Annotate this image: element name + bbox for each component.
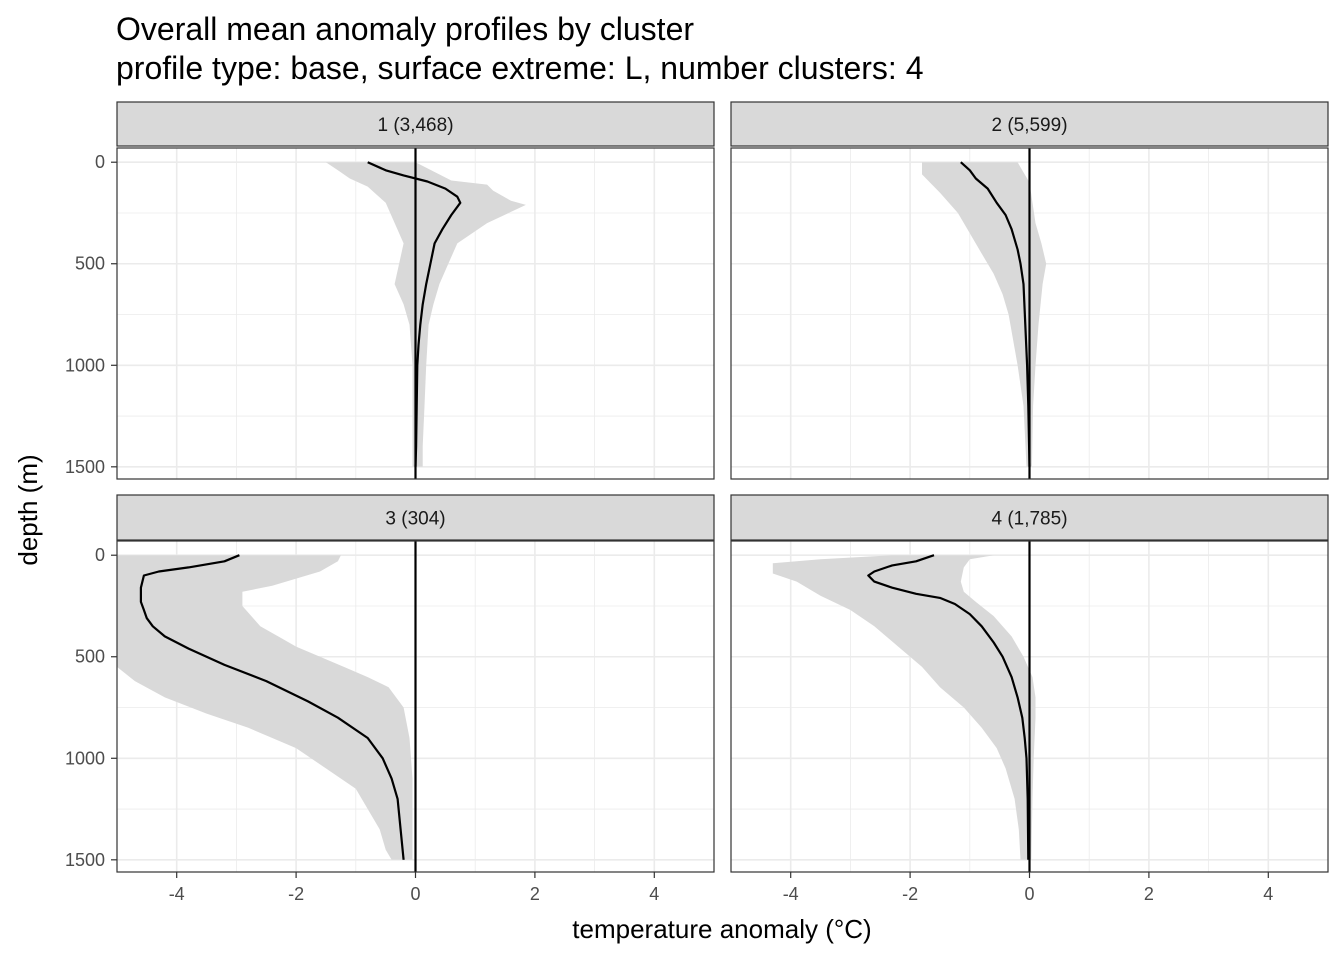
spread-ribbon-4 — [772, 555, 1036, 860]
facet-label-1: 1 (3,468) — [377, 115, 453, 136]
y-tick-label: 500 — [75, 647, 105, 667]
y-tick-label: 1500 — [65, 850, 105, 870]
x-tick-label: 4 — [649, 884, 659, 904]
x-tick-label: -4 — [783, 884, 799, 904]
mean-profile-line-2 — [960, 161, 1031, 467]
spread-ribbon-3 — [117, 555, 413, 860]
x-tick-label: 0 — [410, 884, 420, 904]
facet-panel-2: 2 (5,599) — [730, 101, 1329, 480]
y-tick-label: 1000 — [65, 355, 105, 375]
x-tick-label: 2 — [530, 884, 540, 904]
mean-profile-line-4 — [867, 554, 1030, 860]
facet-label-4: 4 (1,785) — [991, 509, 1067, 530]
x-tick-label: -2 — [902, 884, 918, 904]
facet-panel-4: 4 (1,785) -4 -2 0 2 4 — [730, 494, 1329, 904]
x-tick-label: 4 — [1263, 884, 1273, 904]
x-tick-label: -4 — [169, 884, 185, 904]
y-tick-label: 500 — [75, 254, 105, 274]
y-tick-label: 1500 — [65, 457, 105, 477]
panel-data-4 — [772, 541, 1036, 872]
facet-strip-3 — [116, 494, 715, 541]
x-tick-label: 0 — [1024, 884, 1034, 904]
spread-ribbon-1 — [325, 162, 526, 467]
x-tick-label: -2 — [288, 884, 304, 904]
panel-data-1 — [325, 148, 526, 479]
facet-strip-4 — [730, 494, 1329, 541]
panel-data-2 — [922, 148, 1047, 479]
y-tick-label: 0 — [95, 152, 105, 172]
facet-panels: 1 (3,468) 0 500 1000 1500 2 (5,599) 3 (304) 0 50… — [65, 101, 1329, 904]
panel-border-2 — [730, 147, 1329, 480]
y-tick-label: 0 — [95, 545, 105, 565]
panel-border-1 — [116, 147, 715, 480]
y-tick-label: 1000 — [65, 748, 105, 768]
mean-profile-line-1 — [367, 161, 462, 467]
facet-panel-1: 1 (3,468) 0 500 1000 1500 — [65, 101, 715, 480]
panel-data-3 — [117, 541, 417, 872]
mean-profile-line-3 — [139, 554, 405, 860]
chart-title: Overall mean anomaly profiles by cluster — [116, 11, 694, 47]
x-tick-label: 2 — [1144, 884, 1154, 904]
x-axis-title: temperature anomaly (°C) — [572, 914, 871, 944]
chart-subtitle: profile type: base, surface extreme: L, … — [116, 50, 923, 86]
facet-label-2: 2 (5,599) — [991, 115, 1067, 136]
facet-panel-3: 3 (304) 0 500 1000 1500 -4 -2 0 2 4 — [65, 494, 715, 904]
facet-strip-1 — [116, 101, 715, 147]
y-axis-title: depth (m) — [13, 454, 43, 565]
facet-label-3: 3 (304) — [385, 509, 445, 530]
facet-strip-2 — [730, 101, 1329, 147]
